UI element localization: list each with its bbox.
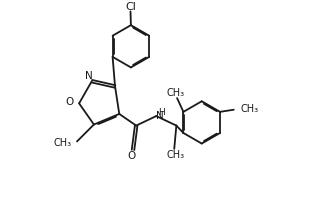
Text: CH₃: CH₃ — [167, 88, 185, 98]
Text: CH₃: CH₃ — [240, 104, 258, 114]
Text: CH₃: CH₃ — [54, 138, 72, 148]
Text: O: O — [128, 151, 136, 161]
Text: CH₃: CH₃ — [166, 150, 184, 160]
Text: N: N — [156, 111, 164, 121]
Text: O: O — [65, 97, 74, 107]
Text: N: N — [85, 71, 93, 81]
Text: H: H — [158, 108, 165, 117]
Text: Cl: Cl — [125, 2, 136, 12]
